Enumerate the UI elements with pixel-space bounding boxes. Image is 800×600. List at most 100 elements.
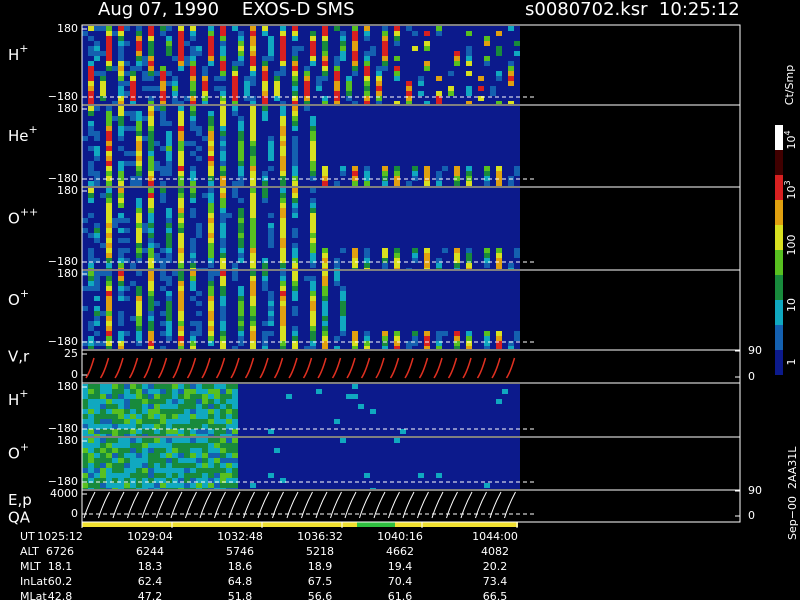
spectrogram-cell (460, 171, 466, 176)
spectrogram-cell (412, 268, 418, 269)
spectrogram-cell (118, 116, 124, 121)
spectrogram-cell (442, 136, 448, 141)
spectrogram-cell (514, 316, 520, 321)
spectrogram-cell (154, 291, 160, 296)
spectrogram-cell (88, 146, 94, 151)
spectrogram-cell (148, 46, 154, 51)
spectrogram-cell (406, 248, 412, 253)
spectrogram-cell (142, 36, 148, 41)
spectrogram-cell (316, 166, 322, 171)
spectrogram-cell (154, 286, 160, 291)
spectrogram-cell (334, 228, 340, 233)
spectrogram-cell (382, 116, 388, 121)
spectrogram-cell (166, 91, 172, 96)
spectrogram-cell (238, 71, 244, 76)
spectrogram-cell (292, 96, 298, 101)
spectrogram-cell (382, 76, 388, 81)
spectrogram-cell (88, 291, 94, 296)
spectrogram-cell (376, 238, 382, 243)
spectrogram-cell (436, 81, 442, 86)
spectrogram-cell (244, 336, 250, 341)
spectrogram-cell (184, 331, 190, 336)
spectrogram-cell (250, 311, 256, 316)
spectrogram-cell (88, 409, 94, 414)
spectrogram-cell (430, 301, 436, 306)
spectrogram-cell (166, 61, 172, 66)
spectrogram-cell (226, 116, 232, 121)
spectrogram-cell (418, 41, 424, 46)
spectrogram-cell (268, 156, 274, 161)
spectrogram-cell (130, 399, 136, 404)
spectrogram-cell (118, 336, 124, 341)
spectrogram-cell (94, 291, 100, 296)
spectrogram-cell (436, 156, 442, 161)
spectrogram-cell (316, 36, 322, 41)
spectrogram-cell (304, 31, 310, 36)
spectrogram-cell (148, 213, 154, 218)
spectrogram-cell (514, 271, 520, 276)
spectrogram-cell (370, 243, 376, 248)
spectrogram-cell (400, 301, 406, 306)
spectrogram-cell (88, 193, 94, 198)
spectrogram-cell (148, 96, 154, 101)
spectrogram-cell (124, 429, 130, 434)
spectrogram-cell (214, 268, 220, 269)
spectrogram-cell (184, 56, 190, 61)
spectrogram-cell (496, 46, 502, 51)
spectrogram-cell (406, 86, 412, 91)
spectrogram-cell (316, 86, 322, 91)
spectrogram-cell (322, 126, 328, 131)
spectrogram-cell (106, 208, 112, 213)
spectrogram-cell (412, 271, 418, 276)
spectrogram-cell (460, 126, 466, 131)
spectrogram-cell (370, 193, 376, 198)
spectrogram-cell (490, 151, 496, 156)
spectrogram-cell (88, 233, 94, 238)
spectrogram-cell (196, 291, 202, 296)
spectrogram-cell (238, 253, 244, 258)
spectrogram-cell (448, 26, 454, 31)
spectrogram-cell (100, 166, 106, 171)
spectrogram-cell (478, 276, 484, 281)
spectrogram-cell (184, 96, 190, 101)
spectrogram-cell (118, 91, 124, 96)
spectrogram-cell (394, 181, 400, 186)
spectrogram-cell (376, 286, 382, 291)
spectrogram-cell (424, 336, 430, 341)
spectrogram-cell (496, 263, 502, 268)
spectrogram-cell (454, 36, 460, 41)
spectrogram-cell (94, 346, 100, 349)
spectrogram-cell (256, 61, 262, 66)
spectrogram-cell (316, 26, 322, 31)
spectrogram-cell (424, 291, 430, 296)
spectrogram-cell (136, 286, 142, 291)
spectrogram-cell (454, 341, 460, 346)
spectrogram-cell (172, 198, 178, 203)
spectrogram-cell (142, 111, 148, 116)
spectrogram-cell (274, 296, 280, 301)
spectrogram-cell (148, 181, 154, 186)
spectrogram-cell (220, 306, 226, 311)
spectrogram-cell (448, 243, 454, 248)
spectrogram-cell (334, 271, 340, 276)
spectrogram-cell (472, 263, 478, 268)
spectrogram-cell (220, 61, 226, 66)
spectrogram-cell (286, 131, 292, 136)
spectrogram-cell (112, 243, 118, 248)
spectrogram-cell (88, 394, 94, 399)
spectrogram-cell (442, 233, 448, 238)
spectrogram-cell (364, 171, 370, 176)
spectrogram-cell (112, 271, 118, 276)
spectrogram-cell (226, 281, 232, 286)
spectrogram-cell (262, 253, 268, 258)
spectrogram-cell (154, 198, 160, 203)
spectrogram-cell (88, 86, 94, 91)
spectrogram-cell (310, 116, 316, 121)
spectrogram-cell (82, 96, 88, 101)
spectrogram-cell (460, 296, 466, 301)
spectrogram-cell (472, 76, 478, 81)
spectrogram-cell (196, 296, 202, 301)
spectrogram-cell (430, 151, 436, 156)
spectrogram-cell (106, 404, 112, 409)
spectrogram-cell (316, 41, 322, 46)
